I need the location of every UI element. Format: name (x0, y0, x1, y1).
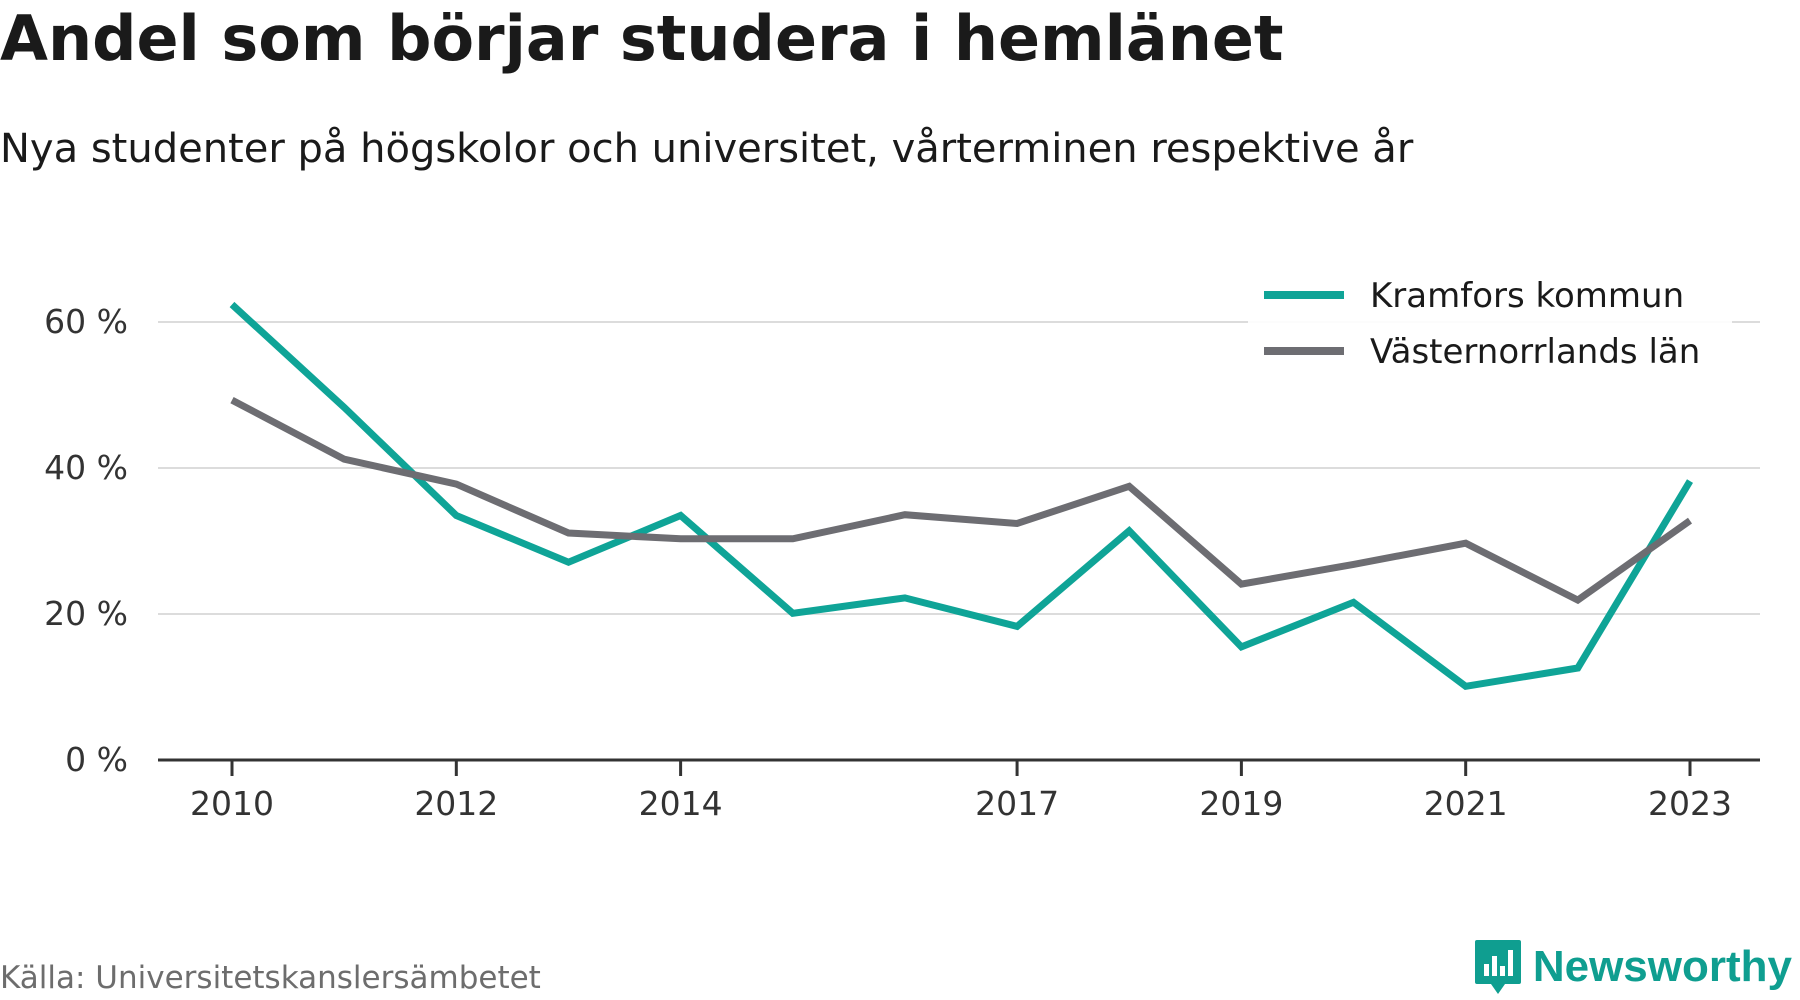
x-tick-label: 2021 (1424, 784, 1508, 823)
brand-logo: Newsworthy (1473, 938, 1792, 996)
series-line-kramfors (229, 301, 1694, 690)
legend: Kramfors kommun Västernorrlands län (1248, 236, 1732, 372)
y-tick-label: 0 % (65, 740, 128, 779)
y-tick-label: 20 % (44, 594, 128, 633)
x-tick-label: 2023 (1648, 784, 1732, 823)
y-tick-label: 60 % (44, 302, 128, 341)
series-line-vasternorrland (230, 397, 1693, 605)
series-lines (229, 301, 1694, 690)
chart-subtitle: Nya studenter på högskolor och universit… (0, 126, 1414, 172)
x-tick-label: 2010 (190, 784, 274, 823)
x-tick-label: 2014 (639, 784, 723, 823)
axes: 0 % 20 % 40 % 60 % 2010 2012 2014 2017 2019 2021 2… (44, 302, 1760, 823)
legend-label: Västernorrlands län (1370, 332, 1700, 372)
legend-label: Kramfors kommun (1370, 276, 1684, 316)
x-tick-label: 2019 (1199, 784, 1283, 823)
brand-name: Newsworthy (1532, 942, 1792, 991)
newsworthy-logo-icon (1474, 940, 1521, 994)
source-note: Källa: Universitetskanslersämbetet (0, 960, 541, 996)
chart-title: Andel som börjar studera i hemlänet (0, 2, 1284, 75)
y-tick-label: 40 % (44, 448, 128, 487)
x-tick-label: 2012 (414, 784, 498, 823)
x-tick-label: 2017 (975, 784, 1059, 823)
legend-background (1248, 236, 1732, 368)
